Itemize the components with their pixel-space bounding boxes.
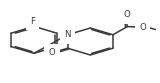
Text: F: F <box>30 17 35 26</box>
Text: O: O <box>139 22 146 32</box>
Text: O: O <box>48 48 55 57</box>
Text: N: N <box>64 30 71 39</box>
Text: O: O <box>123 10 130 19</box>
